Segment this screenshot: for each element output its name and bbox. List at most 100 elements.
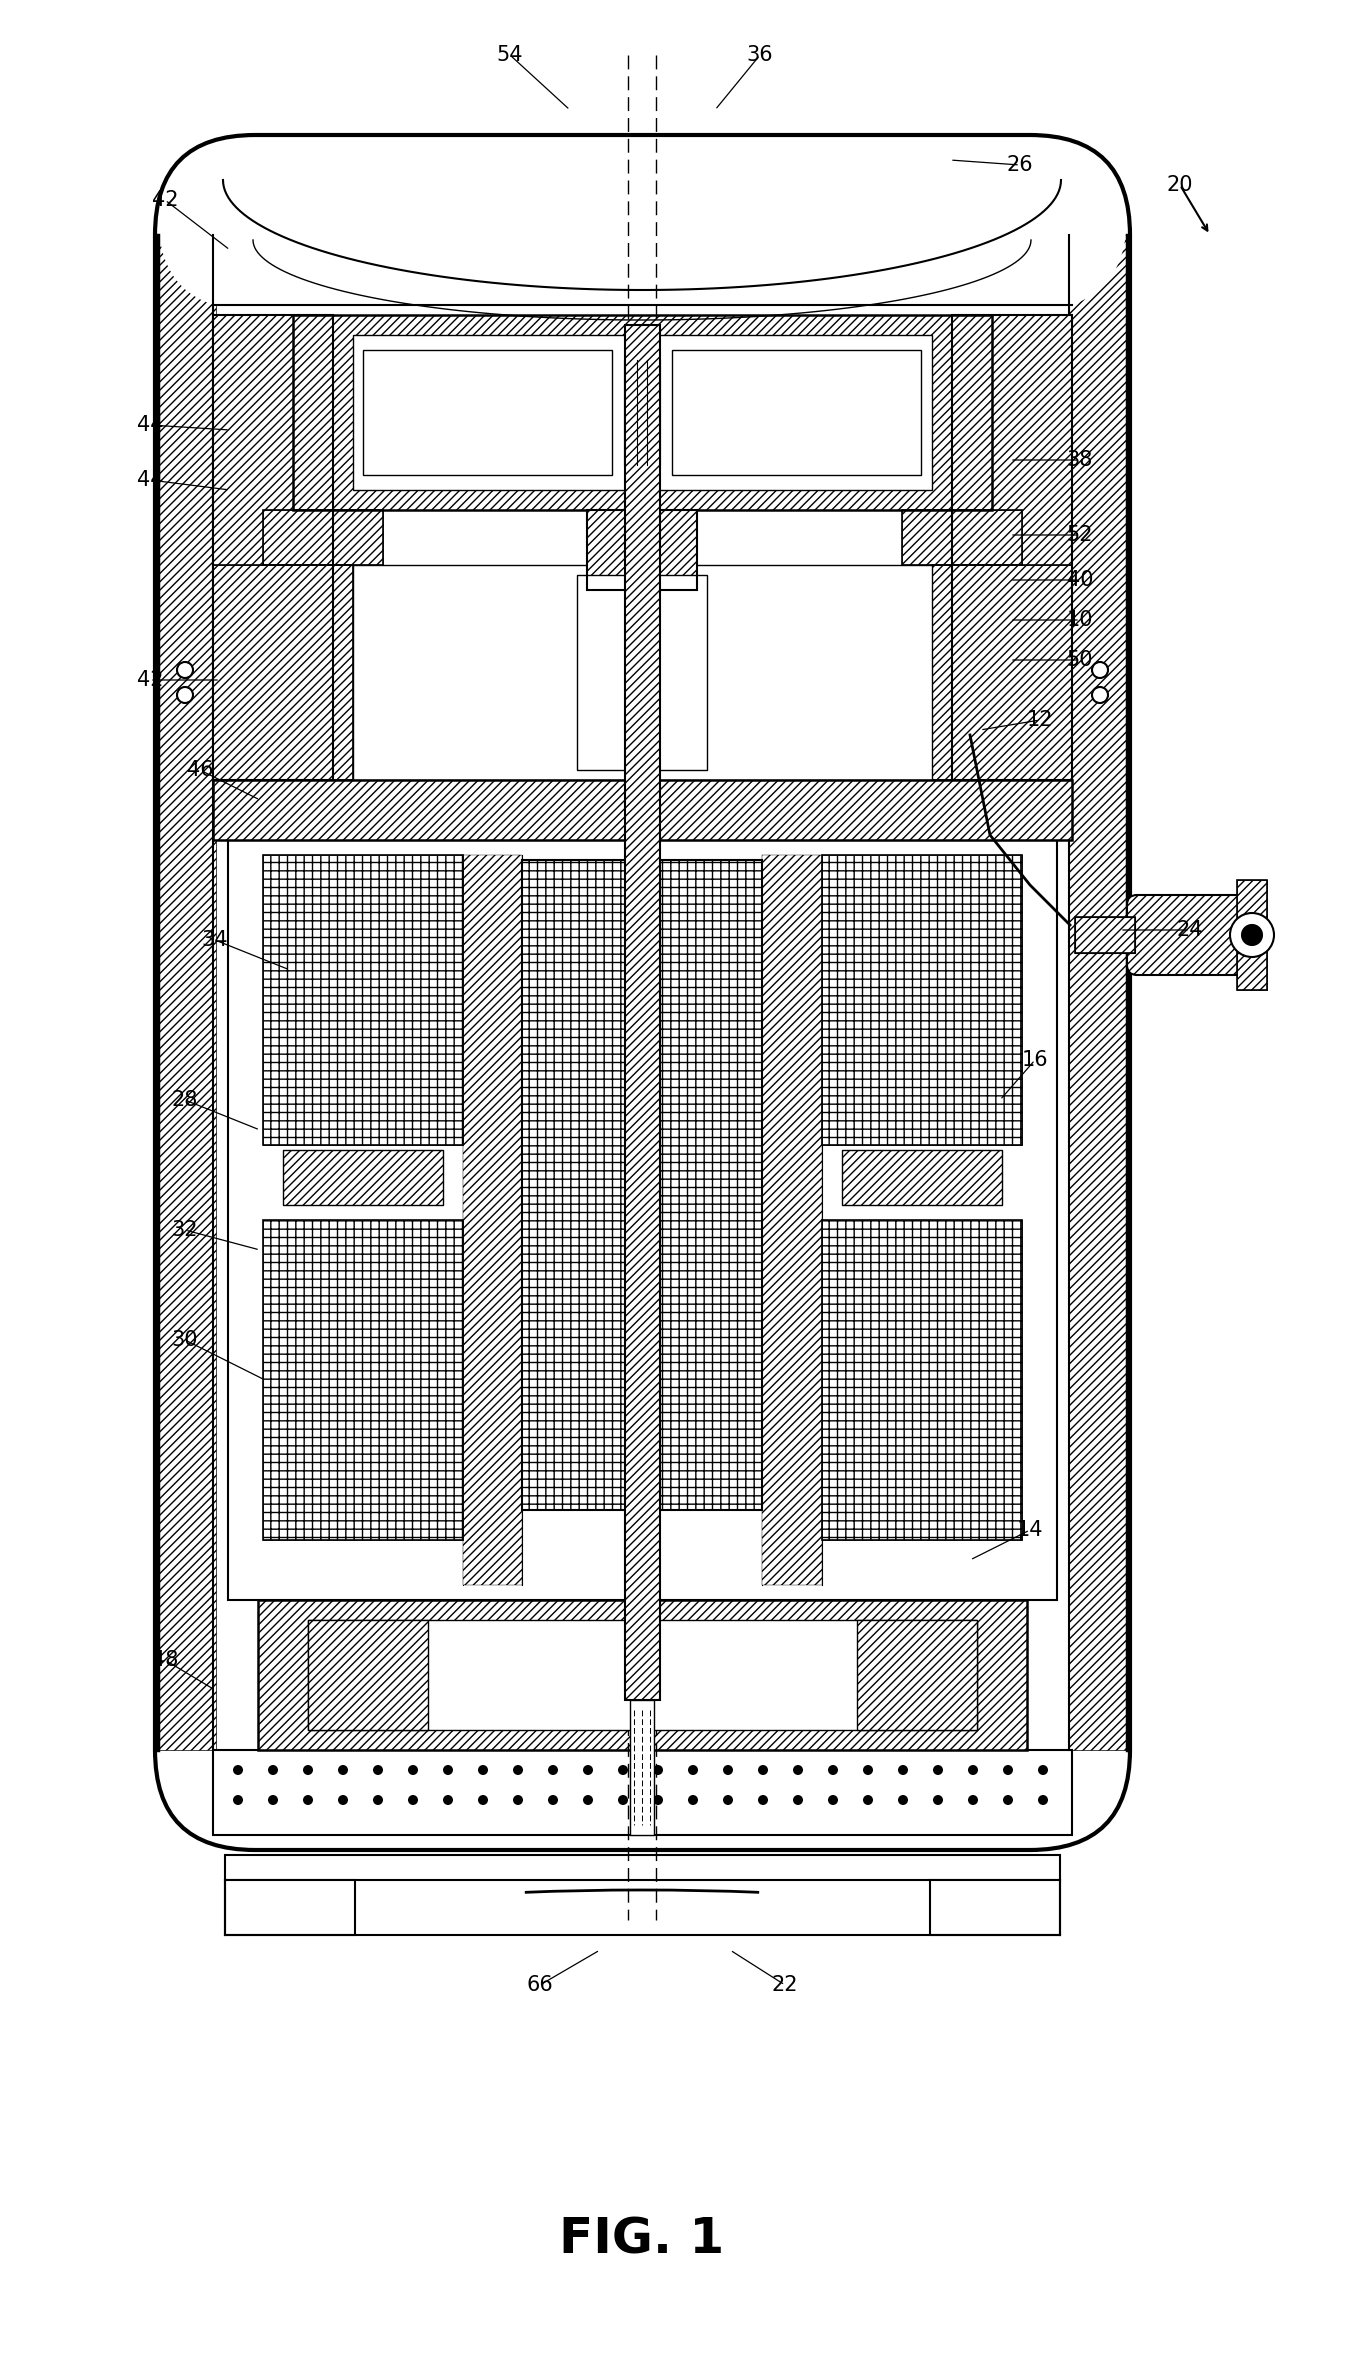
- Bar: [258, 1600, 1027, 1750]
- Bar: [264, 856, 463, 1144]
- Circle shape: [232, 1795, 243, 1805]
- Bar: [264, 509, 383, 566]
- Bar: [353, 335, 932, 490]
- Circle shape: [723, 1795, 733, 1805]
- Circle shape: [828, 1764, 839, 1774]
- FancyBboxPatch shape: [155, 136, 1129, 1850]
- Circle shape: [512, 1795, 523, 1805]
- Text: 44: 44: [137, 416, 163, 435]
- Circle shape: [898, 1795, 908, 1805]
- Bar: [226, 1881, 355, 1936]
- Bar: [213, 780, 1072, 839]
- Circle shape: [303, 1764, 313, 1774]
- Text: 48: 48: [152, 1650, 178, 1669]
- Bar: [1070, 235, 1127, 1750]
- Bar: [264, 1220, 463, 1541]
- Bar: [213, 314, 333, 780]
- Circle shape: [268, 1795, 279, 1805]
- Bar: [294, 314, 992, 509]
- Circle shape: [548, 1795, 559, 1805]
- Bar: [213, 566, 353, 780]
- Circle shape: [372, 1764, 383, 1774]
- Circle shape: [408, 1795, 419, 1805]
- Bar: [858, 1619, 977, 1731]
- Bar: [213, 314, 333, 780]
- Bar: [308, 1619, 428, 1731]
- Bar: [308, 1619, 977, 1731]
- Text: 34: 34: [201, 930, 228, 949]
- Circle shape: [443, 1795, 453, 1805]
- Text: 20: 20: [1167, 176, 1193, 195]
- FancyBboxPatch shape: [158, 140, 1127, 309]
- Bar: [1075, 918, 1135, 954]
- Circle shape: [1093, 661, 1108, 678]
- Circle shape: [863, 1764, 872, 1774]
- Text: 42: 42: [152, 190, 178, 209]
- Text: 10: 10: [1067, 611, 1093, 630]
- Bar: [283, 1151, 443, 1206]
- Circle shape: [968, 1764, 978, 1774]
- Circle shape: [723, 1764, 733, 1774]
- Bar: [587, 509, 697, 590]
- Circle shape: [1003, 1795, 1012, 1805]
- Bar: [264, 1220, 463, 1541]
- Bar: [902, 509, 1022, 566]
- Bar: [822, 856, 1022, 1144]
- Circle shape: [794, 1764, 803, 1774]
- Text: 28: 28: [171, 1089, 198, 1111]
- Text: 50: 50: [1067, 649, 1093, 671]
- Text: 30: 30: [171, 1329, 198, 1351]
- Text: 38: 38: [1067, 449, 1093, 471]
- Bar: [294, 314, 992, 509]
- Bar: [213, 780, 1072, 839]
- Circle shape: [408, 1764, 419, 1774]
- Bar: [578, 575, 626, 770]
- Circle shape: [548, 1764, 559, 1774]
- Circle shape: [177, 661, 193, 678]
- Bar: [1237, 880, 1267, 989]
- Circle shape: [898, 1764, 908, 1774]
- Bar: [522, 861, 762, 1510]
- Text: 32: 32: [171, 1220, 198, 1239]
- Text: 22: 22: [772, 1976, 798, 1995]
- Bar: [226, 1855, 1060, 1881]
- Circle shape: [654, 1795, 663, 1805]
- Bar: [858, 1619, 977, 1731]
- Circle shape: [968, 1795, 978, 1805]
- Circle shape: [618, 1764, 628, 1774]
- Circle shape: [1038, 1764, 1048, 1774]
- Circle shape: [478, 1764, 488, 1774]
- Text: 24: 24: [1177, 920, 1203, 939]
- Text: 12: 12: [1027, 711, 1053, 730]
- Bar: [264, 509, 383, 566]
- Text: 26: 26: [1007, 155, 1033, 176]
- Bar: [932, 566, 1072, 780]
- Bar: [213, 566, 353, 780]
- Circle shape: [443, 1764, 453, 1774]
- Circle shape: [232, 1764, 243, 1774]
- Bar: [822, 1220, 1022, 1541]
- Bar: [1237, 880, 1267, 989]
- Bar: [930, 1881, 1060, 1936]
- Text: 14: 14: [1017, 1520, 1044, 1541]
- Circle shape: [863, 1795, 872, 1805]
- Circle shape: [583, 1795, 593, 1805]
- Bar: [587, 509, 697, 590]
- Circle shape: [177, 687, 193, 704]
- Circle shape: [618, 1795, 628, 1805]
- Circle shape: [758, 1764, 768, 1774]
- Circle shape: [654, 1764, 663, 1774]
- Text: 66: 66: [527, 1976, 553, 1995]
- Bar: [308, 1619, 428, 1731]
- Text: 40: 40: [1067, 571, 1093, 590]
- Circle shape: [583, 1764, 593, 1774]
- Bar: [953, 314, 1072, 780]
- Bar: [228, 839, 1057, 1600]
- Circle shape: [1242, 925, 1263, 944]
- Circle shape: [1093, 687, 1108, 704]
- Bar: [363, 350, 612, 476]
- Text: FIG. 1: FIG. 1: [560, 2216, 724, 2264]
- Circle shape: [934, 1764, 943, 1774]
- Circle shape: [934, 1795, 943, 1805]
- Bar: [762, 856, 822, 1586]
